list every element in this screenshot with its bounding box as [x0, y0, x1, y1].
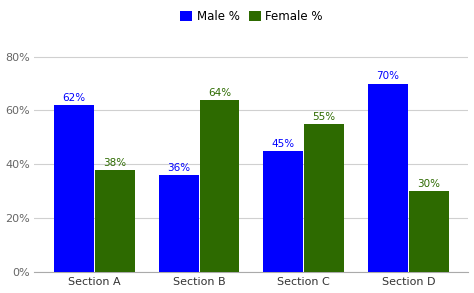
Bar: [95, 170, 135, 272]
Text: 45%: 45%: [272, 139, 295, 149]
Text: 30%: 30%: [417, 179, 440, 189]
Text: 55%: 55%: [313, 112, 336, 122]
Text: 38%: 38%: [103, 158, 127, 168]
Bar: [200, 100, 239, 272]
Bar: [54, 105, 94, 272]
Bar: [304, 124, 344, 272]
Text: 62%: 62%: [63, 93, 86, 103]
Text: 36%: 36%: [167, 163, 190, 173]
Text: 64%: 64%: [208, 88, 231, 98]
Bar: [409, 191, 449, 272]
Text: 70%: 70%: [376, 71, 400, 81]
Legend: Male %, Female %: Male %, Female %: [175, 6, 328, 28]
Bar: [159, 175, 199, 272]
Bar: [264, 151, 303, 272]
Bar: [368, 84, 408, 272]
